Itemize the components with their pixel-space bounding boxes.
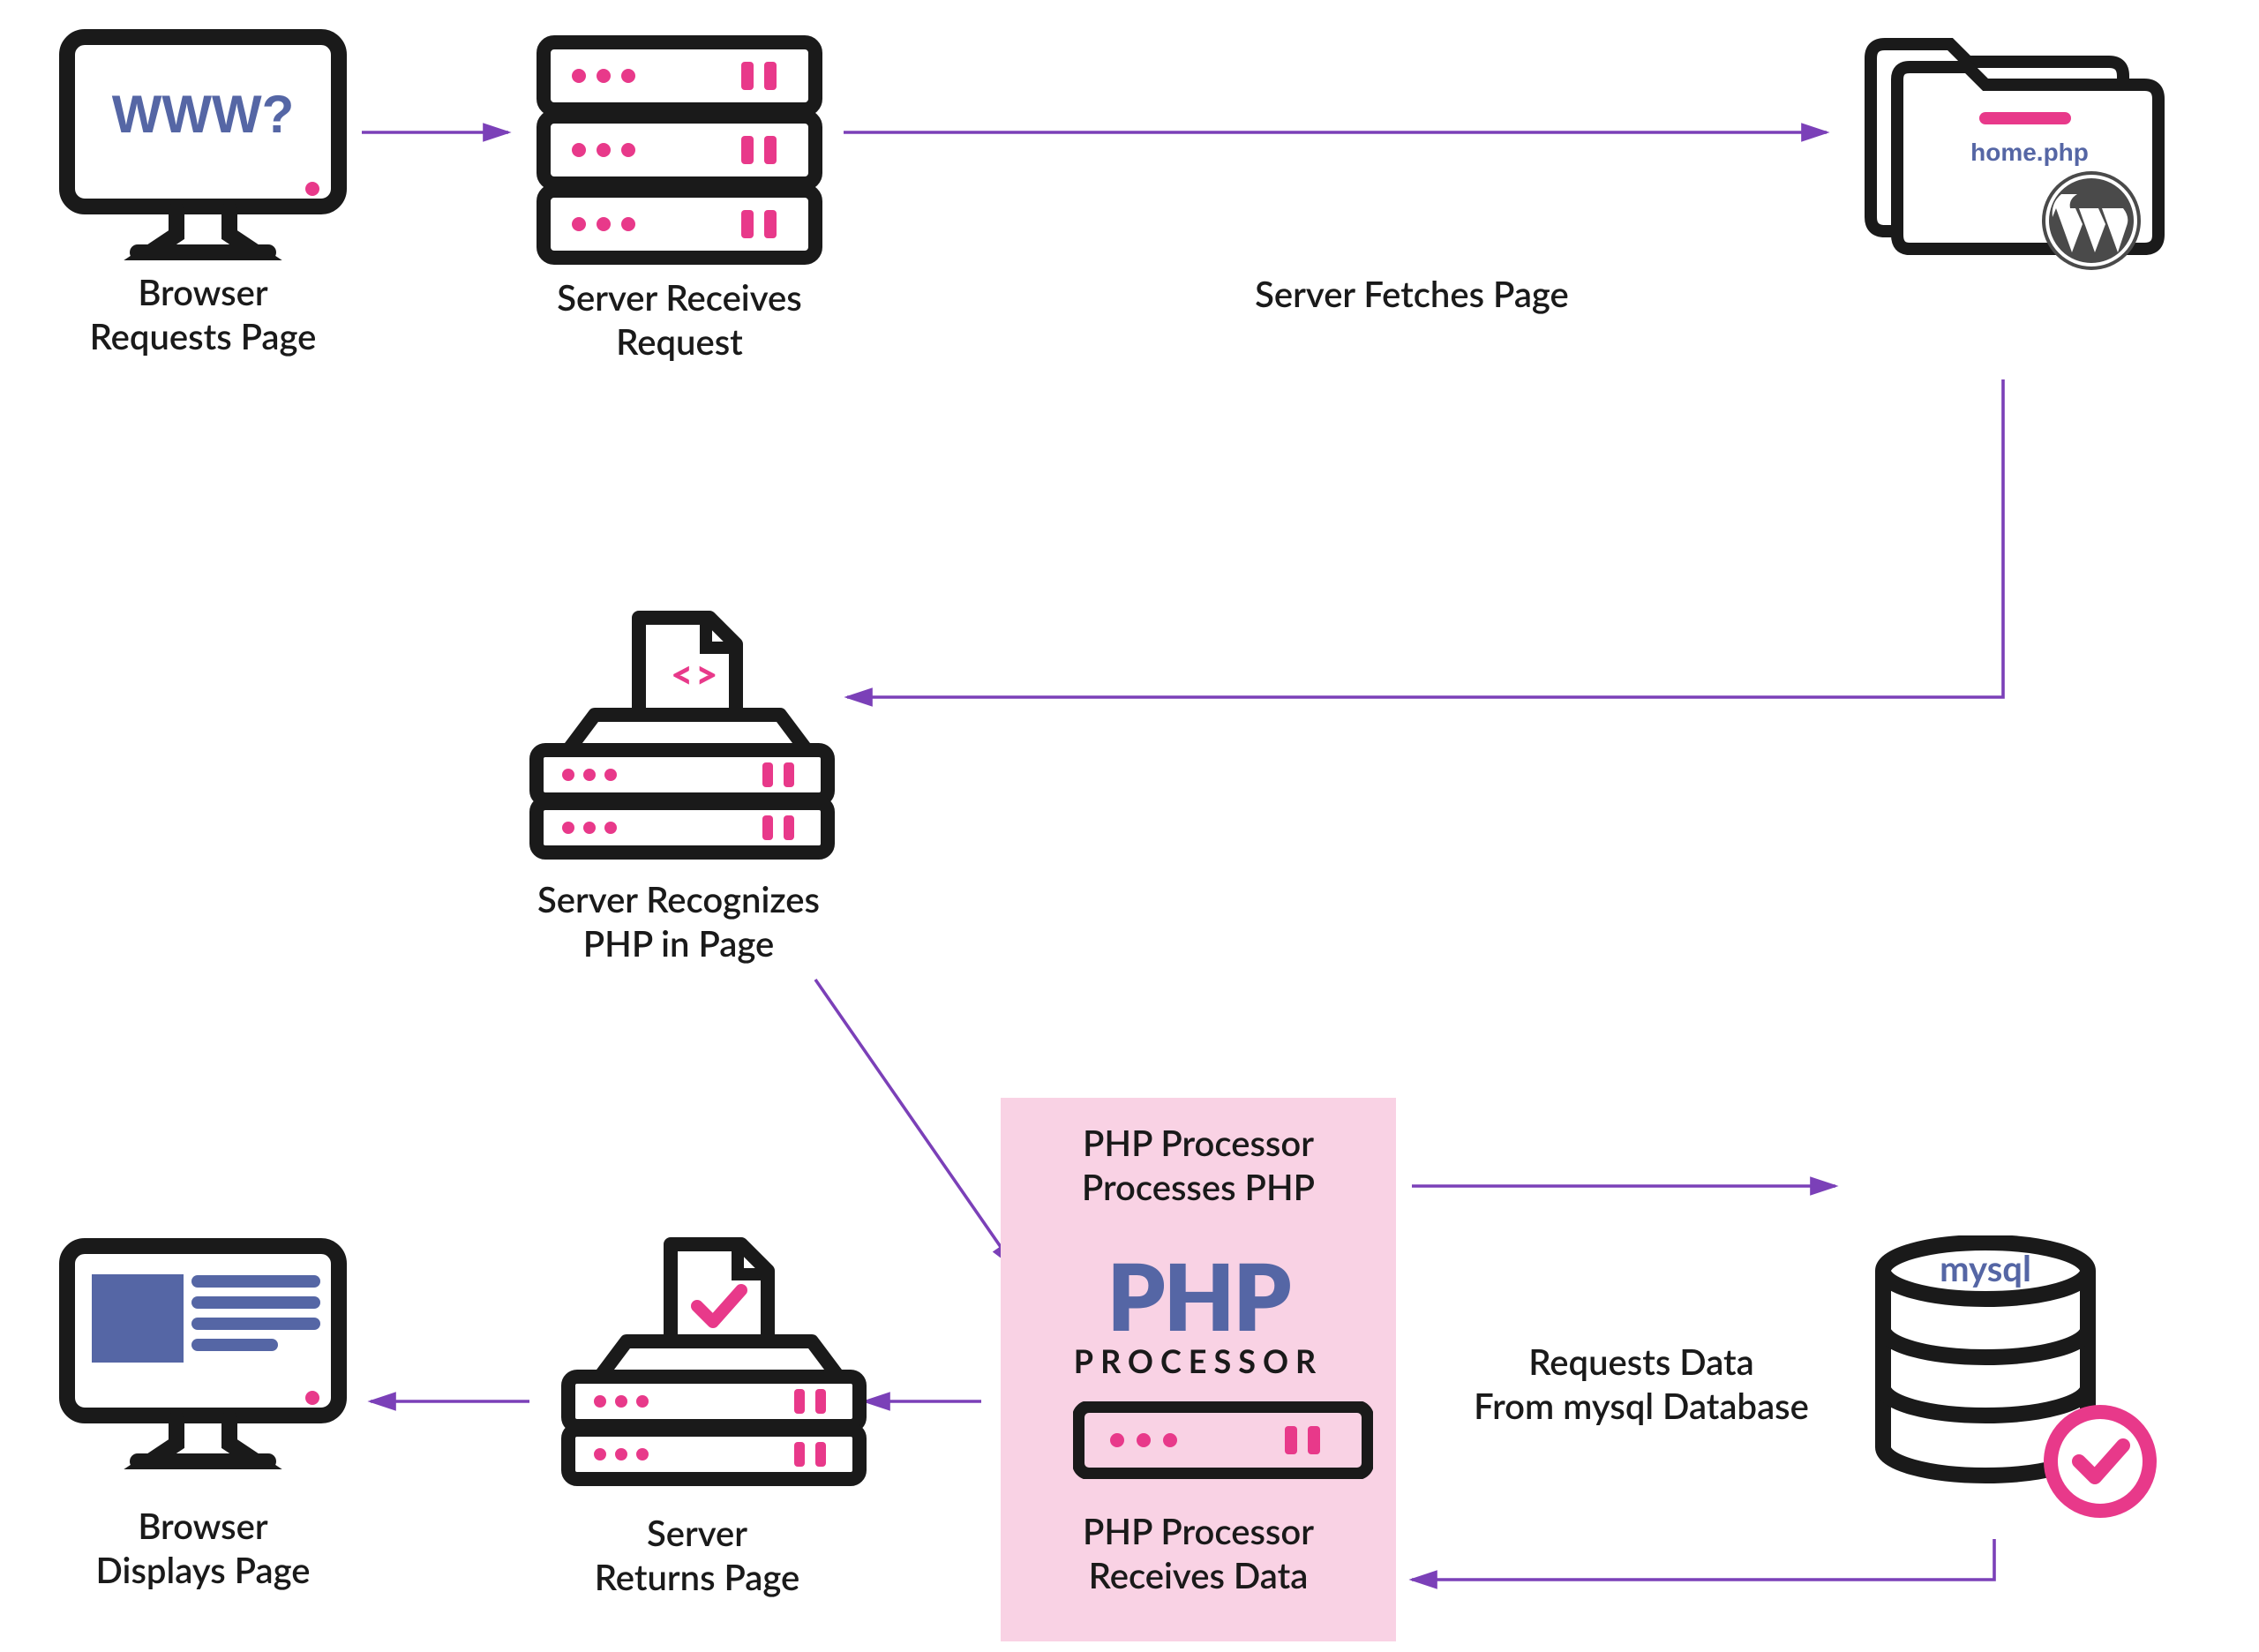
n4-l1: Server Recognizes	[537, 879, 820, 921]
database-icon: mysql	[1862, 1235, 2162, 1527]
n6-l1: Requests Data	[1528, 1341, 1754, 1384]
php-receives-l2: Receives Data	[1089, 1555, 1309, 1597]
php-subtitle: PROCESSOR	[1001, 1341, 1396, 1380]
svg-text:<: <	[671, 651, 694, 697]
monitor-www-icon: WWW?	[53, 26, 353, 265]
php-server-bar-icon	[1072, 1401, 1372, 1479]
monitor-page-icon	[53, 1235, 353, 1474]
n1-l1: Browser	[138, 272, 267, 314]
n1-l2: Requests Page	[90, 316, 317, 358]
svg-text:WWW?: WWW?	[112, 85, 295, 144]
server-receives-node: Server Receives Request	[529, 32, 829, 365]
wordpress-folder-node: home.php	[1853, 26, 2153, 281]
svg-text:>: >	[695, 651, 718, 697]
n2-l1: Server Receives	[557, 277, 801, 319]
n9-l1: Browser	[138, 1506, 267, 1548]
n8-l2: Returns Page	[595, 1557, 800, 1599]
browser-request-node: WWW? Browser Requests Page	[53, 26, 353, 360]
mysql-database-node: mysql	[1862, 1235, 2144, 1534]
php-receives-l1: PHP Processor	[1083, 1511, 1314, 1553]
n6-l2: From mysql Database	[1474, 1385, 1809, 1428]
server-php-doc-icon: < >	[515, 609, 842, 865]
svg-text:home.php: home.php	[1970, 139, 2089, 166]
php-processor-box: PHP Processor Processes PHP PHP PROCESSO…	[1001, 1098, 1396, 1641]
server-fetches-label: Server Fetches Page	[1147, 274, 1677, 318]
svg-text:mysql: mysql	[1940, 1247, 2031, 1289]
server-returns-node: Server Returns Page	[547, 1235, 847, 1601]
n8-l1: Server	[647, 1513, 747, 1555]
n2-l2: Request	[616, 321, 743, 364]
php-processes-l1: PHP Processor	[1083, 1123, 1314, 1165]
php-processes-l2: Processes PHP	[1082, 1167, 1315, 1209]
folder-wp-icon: home.php	[1853, 26, 2171, 274]
n4-l2: PHP in Page	[583, 923, 775, 965]
requests-data-label: Requests Data From mysql Database	[1412, 1341, 1871, 1430]
server-stack-icon	[529, 32, 829, 270]
n9-l2: Displays Page	[96, 1550, 311, 1592]
php-title: PHP	[1001, 1243, 1396, 1352]
server-check-doc-icon	[547, 1235, 874, 1491]
server-recognizes-php-node: < > Server Recognizes PHP in Page	[515, 609, 842, 967]
browser-displays-node: Browser Displays Page	[53, 1235, 353, 1594]
n3-l1: Server Fetches Page	[1255, 274, 1569, 316]
